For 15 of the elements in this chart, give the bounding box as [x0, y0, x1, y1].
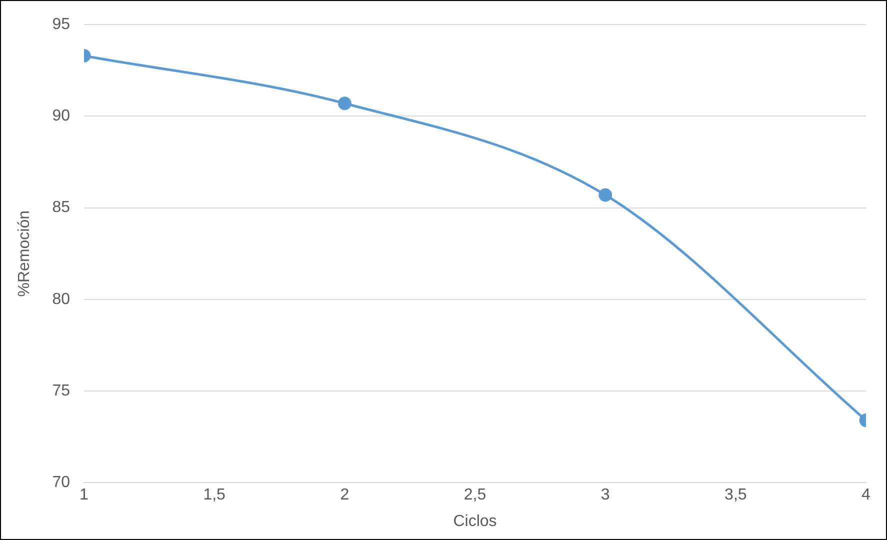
x-tick-label: 3,5	[724, 486, 747, 504]
x-tick-label: 1	[80, 486, 89, 504]
x-tick-label: 1,5	[203, 486, 226, 504]
y-tick-label: 95	[52, 16, 70, 34]
y-tick-label: 80	[52, 290, 70, 308]
x-tick-label: 3	[600, 486, 610, 504]
y-axis-title: %Remoción	[16, 210, 34, 297]
y-tick-label: 75	[52, 382, 70, 400]
x-tick-label: 2,5	[464, 486, 486, 504]
x-tick-label: 4	[862, 486, 871, 504]
y-tick-label: 90	[52, 108, 70, 125]
x-axis-title: Ciclos	[453, 512, 497, 530]
y-tick-label: 70	[52, 474, 70, 492]
y-tick-label: 85	[52, 199, 70, 216]
x-tick-label: 2	[340, 486, 350, 504]
